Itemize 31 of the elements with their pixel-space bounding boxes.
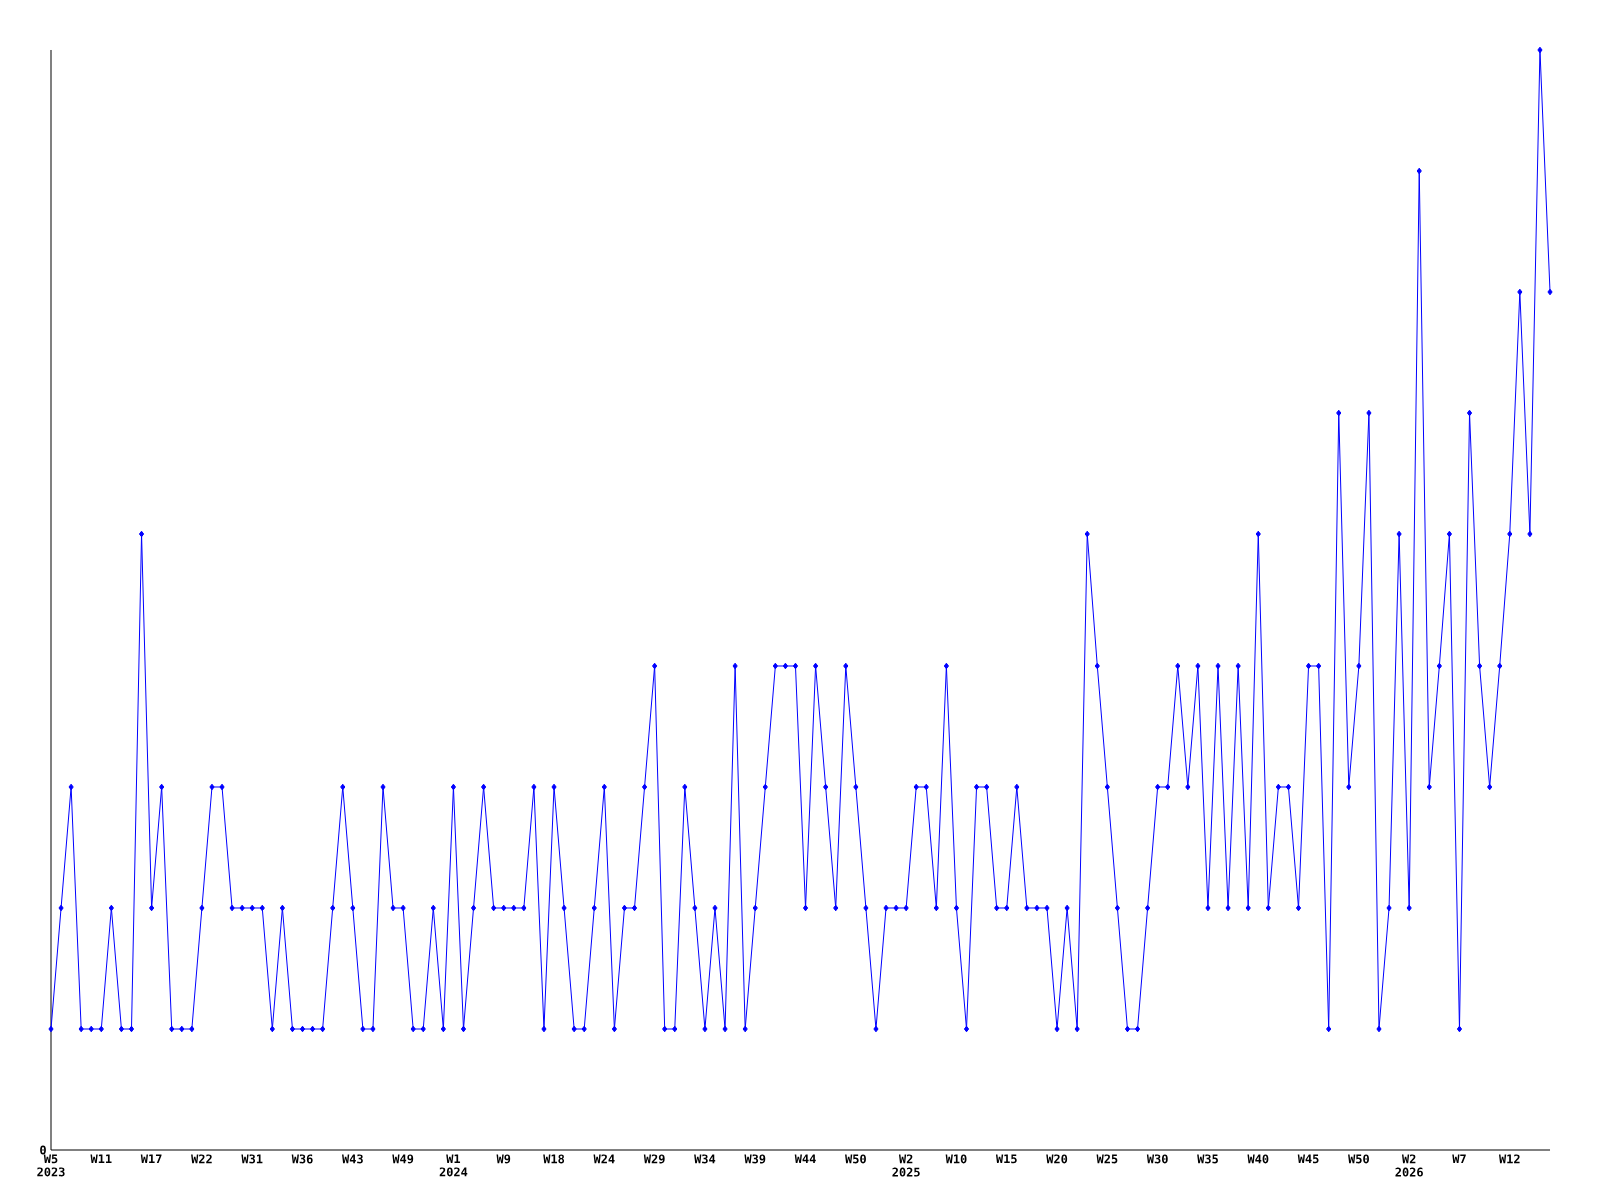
x-tick-label: W7 (1452, 1154, 1466, 1164)
text: 0 (40, 1145, 46, 1155)
x-tick-label: W2 2026 (1395, 1154, 1423, 1177)
x-tick-label: W20 (1046, 1154, 1068, 1164)
x-tick-label: W10 (945, 1154, 967, 1164)
x-tick-label: W15 (995, 1154, 1017, 1164)
x-tick-label: W36 (291, 1154, 313, 1164)
x-tick-label: W24 (593, 1154, 615, 1164)
x-tick-label: W31 (241, 1154, 263, 1164)
x-tick-label: W18 (543, 1154, 565, 1164)
x-tick-label: W11 (90, 1154, 112, 1164)
x-tick-label: W25 (1096, 1154, 1118, 1164)
x-tick-label: W50 (1348, 1154, 1369, 1164)
x-tick-label: W34 (694, 1154, 716, 1164)
x-tick-label: W30 (1146, 1154, 1168, 1164)
x-tick-label: W39 (744, 1154, 766, 1164)
x-tick-label: W49 (392, 1154, 414, 1164)
x-tick-label: W9 (496, 1154, 511, 1164)
x-tick-label: W50 (845, 1154, 866, 1164)
x-tick-label: W45 (1297, 1154, 1319, 1164)
x-tick-label: W29 (643, 1154, 665, 1164)
x-tick-label: W40 (1247, 1154, 1269, 1164)
x-tick-label: W35 (1197, 1154, 1218, 1164)
x-tick-label: W2 2025 (892, 1154, 920, 1177)
x-tick-label: W44 (794, 1154, 816, 1164)
x-tick-label: W12 (1498, 1154, 1520, 1164)
x-tick-label: W5 2023 (37, 1154, 65, 1177)
x-tick-label: W1 2024 (439, 1154, 468, 1177)
x-tick-label: W43 (342, 1154, 363, 1164)
x-tick-label: W22 (191, 1154, 212, 1164)
x-tick-label: W17 (140, 1154, 162, 1164)
